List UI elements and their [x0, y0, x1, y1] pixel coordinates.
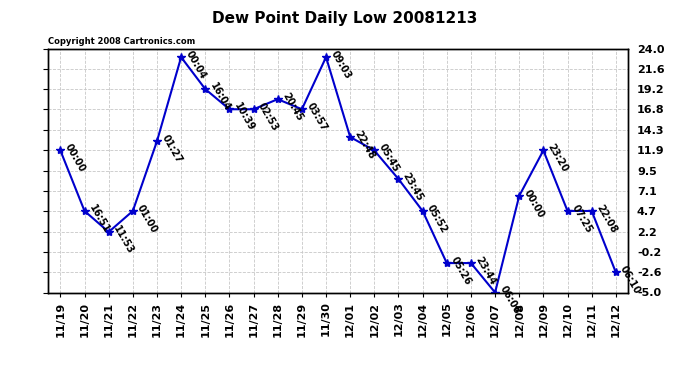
Text: 06:10: 06:10: [618, 264, 642, 296]
Text: 05:52: 05:52: [425, 203, 449, 235]
Text: 07:25: 07:25: [570, 203, 594, 235]
Text: 00:00: 00:00: [522, 188, 546, 219]
Text: 23:45: 23:45: [401, 171, 425, 203]
Text: 16:04: 16:04: [208, 81, 232, 113]
Text: Dew Point Daily Low 20081213: Dew Point Daily Low 20081213: [213, 11, 477, 26]
Text: 01:27: 01:27: [159, 133, 184, 165]
Text: 00:04: 00:04: [184, 49, 208, 81]
Text: 20:45: 20:45: [280, 91, 304, 123]
Text: 10:39: 10:39: [232, 101, 256, 133]
Text: 23:44: 23:44: [473, 255, 497, 287]
Text: 06:08: 06:08: [497, 284, 522, 316]
Text: 16:51: 16:51: [87, 203, 111, 235]
Text: 02:53: 02:53: [256, 101, 280, 133]
Text: 03:57: 03:57: [304, 101, 328, 133]
Text: Copyright 2008 Cartronics.com: Copyright 2008 Cartronics.com: [48, 38, 195, 46]
Text: 00:00: 00:00: [63, 142, 87, 174]
Text: 05:45: 05:45: [377, 142, 401, 174]
Text: 11:53: 11:53: [111, 224, 135, 256]
Text: 23:20: 23:20: [546, 142, 570, 174]
Text: 05:26: 05:26: [449, 255, 473, 287]
Text: 22:08: 22:08: [594, 203, 618, 235]
Text: 09:03: 09:03: [328, 49, 353, 81]
Text: 22:48: 22:48: [353, 129, 377, 161]
Text: 01:00: 01:00: [135, 203, 159, 235]
